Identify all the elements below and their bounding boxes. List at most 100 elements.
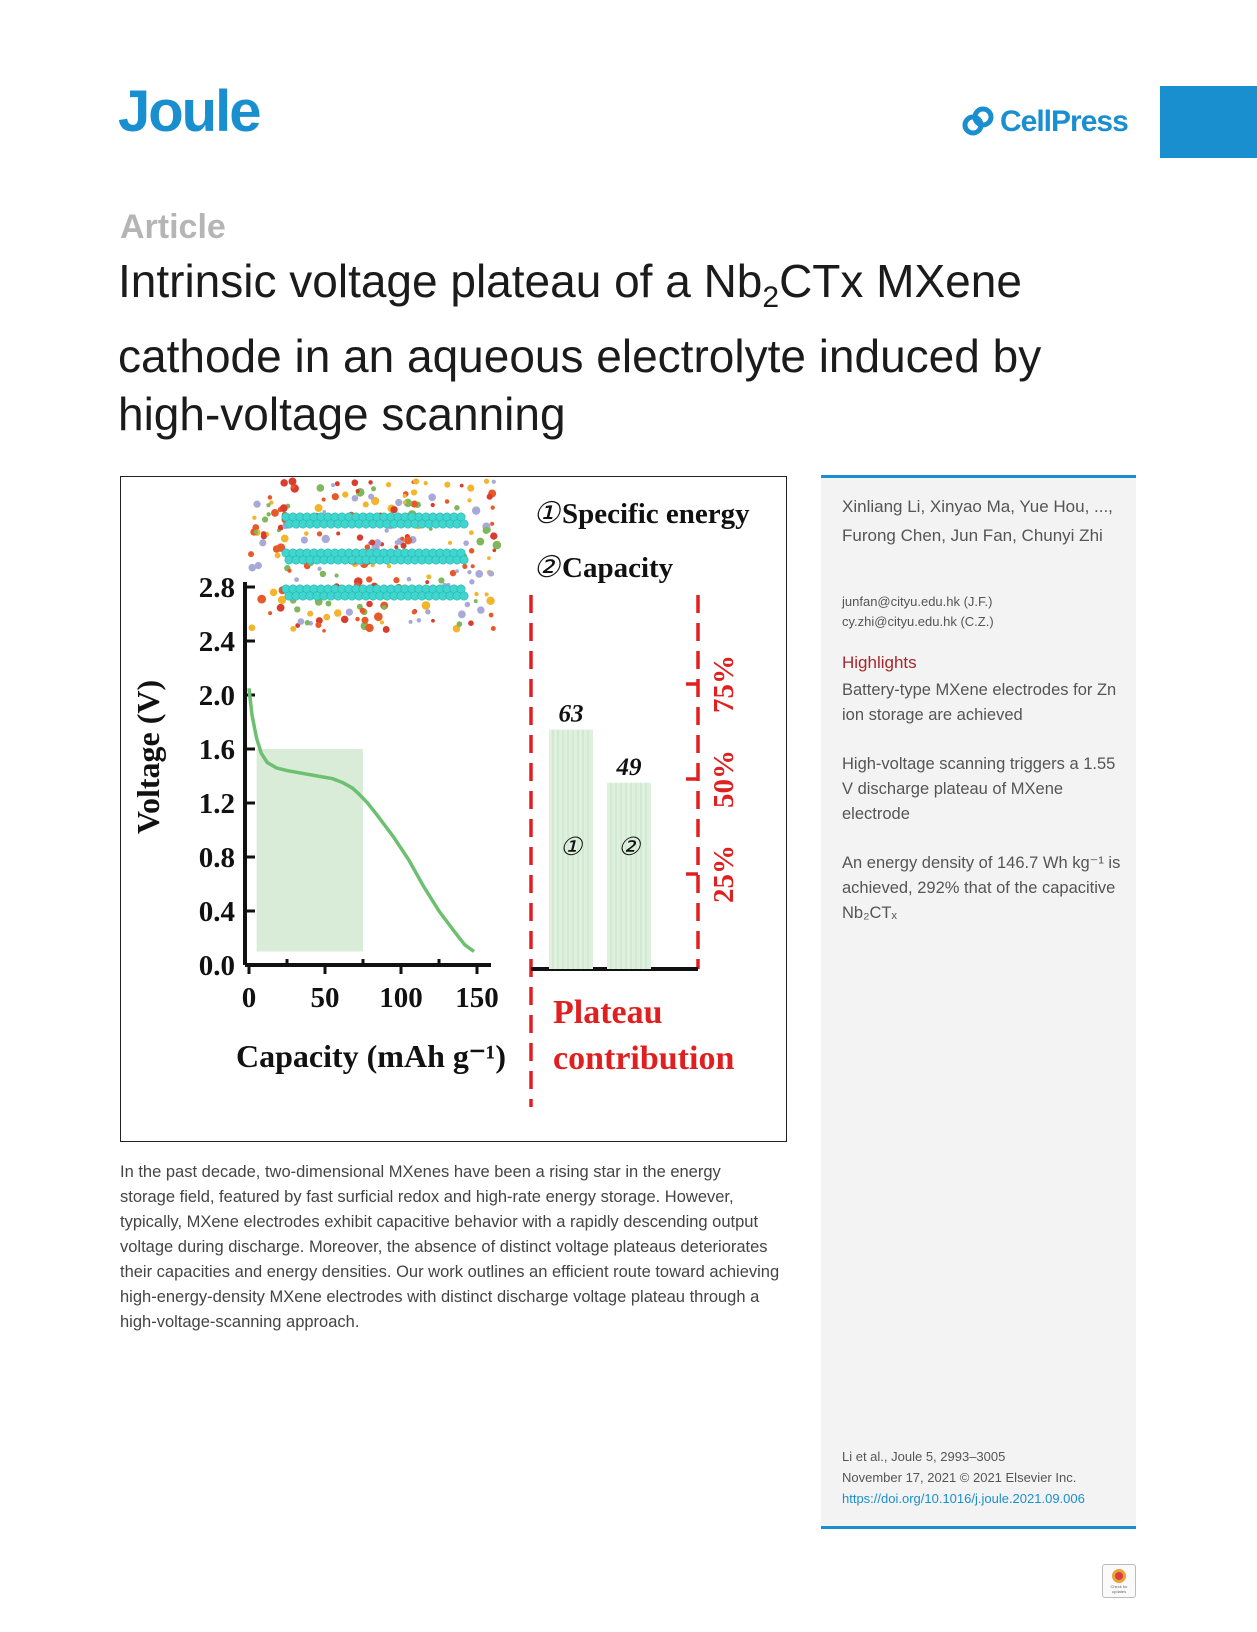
molecule-dot	[371, 496, 380, 506]
molecule-dot	[463, 540, 469, 546]
molecule-dot	[254, 561, 262, 570]
molecule-dot	[355, 489, 360, 494]
molecule-dot	[452, 624, 461, 633]
molecule-dot	[454, 505, 460, 511]
molecule-dot	[277, 524, 284, 531]
molecule-dot	[366, 576, 373, 583]
molecule-dot	[406, 576, 412, 582]
molecule-dot	[464, 601, 471, 608]
bar-fill	[607, 782, 651, 969]
molecule-dot	[400, 536, 405, 541]
molecule-dot	[362, 501, 369, 508]
molecule-dot	[340, 615, 349, 624]
article-title: Intrinsic voltage plateau of a Nb2CTx MX…	[118, 255, 1042, 441]
doi-link[interactable]: https://doi.org/10.1016/j.joule.2021.09.…	[842, 1491, 1085, 1506]
molecule-dot	[294, 606, 301, 613]
molecule-dot	[274, 552, 281, 559]
mxene-atom	[459, 555, 469, 565]
molecule-dot	[260, 531, 267, 537]
bar-category-label: ②	[618, 834, 642, 861]
molecule-dot	[402, 500, 407, 505]
x-tick-label: 100	[379, 982, 423, 1014]
highlight-item: An energy density of 146.7 Wh kg⁻¹ is ac…	[842, 854, 1121, 922]
molecule-dot	[252, 515, 257, 520]
molecule-dot	[488, 570, 495, 577]
citation-date: November 17, 2021 © 2021 Elsevier Inc.	[842, 1470, 1077, 1485]
y-tick-label: 0.4	[199, 896, 235, 928]
molecule-dot	[459, 483, 464, 488]
molecule-dot	[492, 548, 497, 553]
molecule-dot	[290, 625, 297, 632]
molecule-dot	[316, 531, 323, 537]
molecule-dot	[300, 536, 308, 544]
molecule-dot	[431, 618, 435, 623]
molecule-dot	[393, 577, 400, 584]
molecule-dot	[248, 624, 256, 632]
molecule-dot	[381, 605, 387, 611]
mxene-structure-illustration	[248, 477, 502, 633]
molecule-dot	[477, 606, 485, 614]
molecule-dot	[400, 542, 407, 549]
molecule-dot	[467, 569, 472, 575]
y-axis-label: Voltage (V)	[130, 680, 166, 834]
molecule-dot	[488, 612, 494, 618]
corner-tab	[1160, 86, 1257, 158]
highlight-item: High-voltage scanning triggers a 1.55 V …	[842, 755, 1116, 823]
molecule-dot	[317, 566, 322, 571]
molecule-dot	[486, 493, 493, 500]
molecule-dot	[438, 577, 445, 584]
molecule-dot	[482, 526, 490, 535]
article-type: Article	[120, 208, 226, 246]
crossmark-badge[interactable]: Check for updates	[1102, 1564, 1136, 1598]
molecule-dot	[412, 478, 420, 485]
molecule-dot	[323, 613, 331, 621]
molecule-dot	[365, 623, 374, 633]
molecule-dot	[366, 600, 373, 608]
crossmark-label: Check for updates	[1110, 1584, 1128, 1594]
legend-capacity-number: ②	[533, 551, 562, 584]
molecule-dot	[470, 564, 475, 569]
molecule-dot	[315, 622, 322, 629]
email-link[interactable]: junfan@cityu.edu.hk (J.F.)	[842, 594, 993, 609]
email-link[interactable]: cy.zhi@cityu.edu.hk (C.Z.)	[842, 614, 994, 629]
molecule-dot	[355, 616, 360, 622]
molecule-dot	[430, 502, 435, 508]
right-tick-label: 75%	[708, 655, 740, 713]
molecule-dot	[321, 534, 330, 544]
molecule-dot	[276, 603, 285, 612]
x-axis-label: Capacity (mAh g⁻¹)	[236, 1038, 506, 1074]
plateau-label-line1: Plateau	[553, 994, 663, 1031]
molecule-dot	[342, 491, 349, 498]
molecule-dot	[384, 528, 389, 533]
x-tick-label: 150	[455, 982, 499, 1014]
molecule-dot	[491, 479, 496, 484]
molecule-dot	[411, 609, 417, 615]
molecule-dot	[279, 504, 288, 512]
molecule-dot	[425, 609, 431, 615]
molecule-dot	[334, 481, 340, 487]
molecule-dot	[416, 618, 422, 623]
molecule-dot	[272, 545, 281, 553]
molecule-dot	[458, 610, 466, 619]
molecule-dot	[385, 481, 392, 488]
molecule-dot	[304, 531, 309, 536]
molecule-dot	[486, 596, 495, 606]
molecule-dot	[423, 481, 428, 486]
molecule-dot	[410, 500, 418, 508]
molecule-dot	[490, 532, 498, 540]
publisher-logo: CellPress	[962, 105, 1129, 139]
molecule-dot	[487, 556, 491, 561]
molecule-dot	[290, 484, 295, 489]
molecule-dot	[444, 499, 450, 504]
journal-logo: Joule	[118, 79, 261, 144]
molecule-dot	[394, 545, 399, 550]
x-tick-label: 0	[242, 982, 257, 1014]
molecule-dot	[475, 570, 484, 578]
molecule-dot	[473, 599, 478, 604]
y-tick-label: 2.4	[199, 626, 235, 658]
plateau-shaded-region	[256, 749, 363, 952]
molecule-dot	[359, 607, 366, 614]
molecule-dot	[425, 580, 430, 585]
molecule-dot	[373, 539, 382, 547]
molecule-dot	[295, 623, 301, 628]
